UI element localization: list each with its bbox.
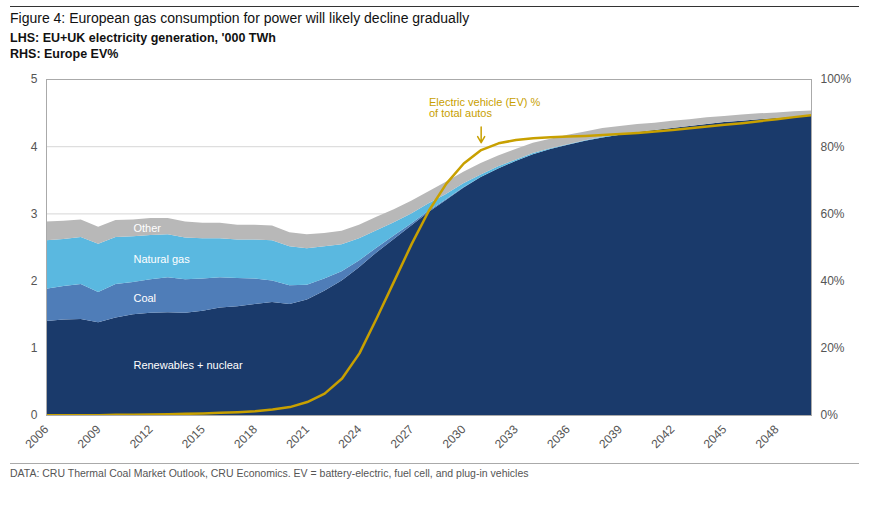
svg-text:2027: 2027 <box>388 422 417 451</box>
html-text:DATA: CRU Thermal Coal Market: DATA: CRU Thermal Coal Market Outlook, C… <box>10 467 529 479</box>
svg-text:Electric vehicle (EV) %of tota: Electric vehicle (EV) %of total autos <box>429 96 540 119</box>
html-text:LHS: EU+UK electricity generat: LHS: EU+UK electricity generation, '000 … <box>10 31 276 45</box>
svg-text:2012: 2012 <box>127 422 156 451</box>
svg-text:2048: 2048 <box>753 422 782 451</box>
svg-text:Coal: Coal <box>133 292 156 304</box>
svg-text:2036: 2036 <box>544 422 573 451</box>
svg-text:2006: 2006 <box>23 422 52 451</box>
svg-text:100%: 100% <box>821 72 852 86</box>
svg-text:4: 4 <box>31 140 38 154</box>
svg-text:3: 3 <box>31 207 38 221</box>
svg-text:Other: Other <box>133 222 161 234</box>
svg-text:2021: 2021 <box>283 422 312 451</box>
svg-text:40%: 40% <box>821 274 845 288</box>
html-text:Figure 4: European gas consump: Figure 4: European gas consumption for p… <box>10 10 470 26</box>
svg-text:0%: 0% <box>821 408 839 422</box>
svg-text:0: 0 <box>31 408 38 422</box>
html-text:RHS: Europe EV%: RHS: Europe EV% <box>10 47 119 61</box>
svg-text:2015: 2015 <box>179 422 208 451</box>
svg-text:Natural gas: Natural gas <box>133 253 190 265</box>
svg-text:60%: 60% <box>821 207 845 221</box>
svg-text:80%: 80% <box>821 140 845 154</box>
svg-text:2030: 2030 <box>440 422 469 451</box>
svg-text:2: 2 <box>31 274 38 288</box>
svg-text:2045: 2045 <box>701 422 730 451</box>
svg-text:2009: 2009 <box>75 422 104 451</box>
svg-text:2033: 2033 <box>492 422 521 451</box>
svg-text:1: 1 <box>31 341 38 355</box>
svg-text:2039: 2039 <box>596 422 625 451</box>
svg-text:20%: 20% <box>821 341 845 355</box>
svg-text:2024: 2024 <box>336 422 365 451</box>
svg-text:2042: 2042 <box>648 422 677 451</box>
svg-text:Renewables + nuclear: Renewables + nuclear <box>133 359 242 371</box>
svg-text:5: 5 <box>31 72 38 86</box>
svg-text:2018: 2018 <box>231 422 260 451</box>
